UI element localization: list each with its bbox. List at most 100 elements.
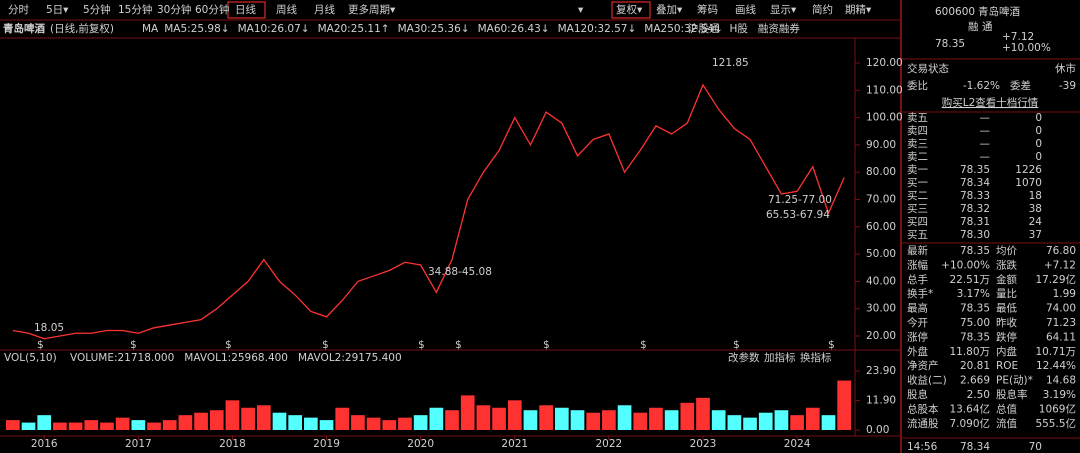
tag[interactable]: H股 — [730, 23, 749, 35]
indicator-button[interactable]: 换指标 — [800, 351, 832, 364]
stat-label: 流值 — [996, 417, 1017, 430]
tab[interactable]: 5日▾ — [46, 4, 69, 16]
stat-value: 78.35 — [960, 331, 990, 343]
book-volume: 38 — [1029, 203, 1042, 215]
active-tab-box — [227, 1, 266, 19]
volume-bar — [429, 407, 444, 430]
book-label: 买三 — [907, 203, 928, 215]
book-volume: 24 — [1029, 216, 1043, 228]
stat-label: 最高 — [907, 302, 928, 315]
toolbar-button[interactable]: 显示▾ — [770, 4, 797, 16]
toolbar-button[interactable]: 画线 — [735, 3, 756, 16]
y-tick-label: 80.00 — [866, 166, 896, 178]
active-tab-box — [611, 1, 651, 19]
price-change: +7.12 — [1002, 31, 1034, 43]
volume-bar — [633, 412, 648, 430]
toolbar-button[interactable]: 简约 — [812, 3, 833, 16]
stat-value: 74.00 — [1046, 303, 1076, 315]
stat-label: 总股本 — [907, 402, 939, 415]
dividend-marker[interactable]: $ — [37, 339, 44, 351]
volume-bar — [774, 410, 789, 430]
volume-bar — [727, 415, 742, 430]
stat-label: 最新 — [907, 244, 928, 257]
tab[interactable]: 15分钟 — [118, 3, 152, 16]
book-label: 卖一 — [907, 164, 928, 176]
volume-bar — [6, 420, 20, 430]
volume-bar — [84, 420, 99, 430]
x-tick-label: 2016 — [31, 438, 58, 450]
stat-label: 换手* — [907, 287, 933, 300]
dividend-marker[interactable]: $ — [828, 339, 835, 351]
volume-bar — [696, 397, 710, 430]
dividend-marker[interactable]: $ — [130, 339, 137, 351]
tab[interactable]: 5分钟 — [83, 3, 111, 16]
stat-value: 78.35 — [960, 245, 990, 257]
volume-bar — [115, 417, 130, 430]
volume-bar — [790, 415, 804, 430]
indicator-button[interactable]: 加指标 — [764, 351, 796, 364]
volume-bar — [837, 380, 851, 430]
ma-legend: MA20:25.11↑ — [318, 23, 390, 35]
stat-value: 3.19% — [1043, 389, 1076, 401]
toolbar-button[interactable]: 叠加▾ — [656, 4, 683, 16]
stock-code: 600600 — [935, 6, 975, 18]
tab[interactable]: 更多周期▾ — [348, 3, 396, 16]
dividend-marker[interactable]: $ — [225, 339, 232, 351]
tab[interactable]: 30分钟 — [157, 3, 191, 16]
volume-bar — [178, 415, 193, 430]
volume-bar — [366, 417, 381, 430]
ma-legend: MA60:26.43↓ — [478, 23, 550, 35]
stat-label: ROE — [996, 360, 1018, 372]
book-volume: 0 — [1035, 138, 1042, 150]
dividend-marker[interactable]: $ — [640, 339, 647, 351]
dividend-marker[interactable]: $ — [322, 339, 329, 351]
dividend-marker[interactable]: $ — [418, 339, 425, 351]
stat-value: 10.71万 — [1035, 346, 1076, 358]
stat-value: 3.17% — [957, 288, 990, 300]
value: -39 — [1059, 80, 1076, 92]
ma-legend: MA120:32.57↓ — [558, 23, 637, 35]
toolbar-button[interactable]: 筹码 — [697, 3, 718, 16]
tab[interactable]: 60分钟 — [195, 3, 229, 16]
stat-label: 股息率 — [996, 388, 1028, 401]
l2-link[interactable]: 购买L2查看十档行情 — [942, 96, 1039, 109]
toolbar-button[interactable]: 期精▾ — [845, 3, 872, 16]
toolbar-button[interactable]: 复权▾ — [616, 3, 643, 16]
volume-bar — [743, 417, 757, 430]
dividend-marker[interactable]: $ — [543, 339, 550, 351]
y-tick-label: 40.00 — [866, 275, 896, 287]
volume-bar — [821, 415, 836, 430]
tab[interactable]: 分时 — [8, 4, 29, 16]
ma-legend: MA30:25.36↓ — [398, 23, 470, 35]
book-volume: 1070 — [1015, 177, 1042, 189]
toolbar-button[interactable]: ▾ — [578, 4, 584, 16]
stat-label: 跌停 — [996, 330, 1017, 343]
stat-label: 涨停 — [907, 330, 928, 343]
x-tick-label: 2020 — [407, 438, 434, 450]
price-annotation: 65.53-67.94 — [766, 209, 830, 221]
y-tick-label: 20.00 — [866, 330, 896, 342]
book-volume: 0 — [1035, 112, 1042, 124]
book-label: 买一 — [907, 177, 928, 189]
stat-label: 总值 — [996, 402, 1017, 415]
tab[interactable]: 周线 — [276, 3, 297, 16]
stat-label: 股息 — [907, 388, 928, 401]
volume-bar — [162, 420, 177, 430]
x-tick-label: 2023 — [690, 438, 717, 450]
dividend-marker[interactable]: $ — [455, 339, 462, 351]
stat-value: 13.64亿 — [949, 402, 990, 415]
book-price: 78.35 — [960, 164, 990, 176]
price-change-pct: +10.00% — [1002, 42, 1051, 54]
stat-value: 75.00 — [960, 317, 990, 329]
stat-label: 流通股 — [907, 417, 939, 430]
stat-label: 净资产 — [907, 359, 939, 372]
tab[interactable]: 月线 — [314, 3, 335, 16]
dividend-marker[interactable]: $ — [733, 339, 740, 351]
stat-value: 64.11 — [1046, 331, 1076, 343]
tab[interactable]: 日线 — [235, 3, 256, 16]
tag[interactable]: 沪股通 — [688, 22, 720, 35]
volume-bar — [131, 420, 146, 430]
indicator-button[interactable]: 改参数 — [728, 351, 760, 364]
tag[interactable]: 融资融券 — [758, 22, 800, 35]
